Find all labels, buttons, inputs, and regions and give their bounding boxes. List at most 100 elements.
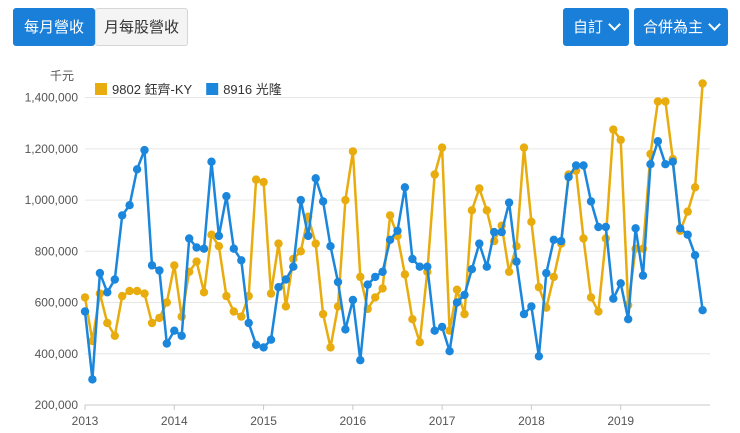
consolidated-dropdown-label: 合併為主 [642, 19, 703, 36]
data-point [311, 239, 320, 248]
series-2 [80, 137, 707, 384]
legend[interactable]: 9802 鈺齊-KY 8916 光隆 [95, 82, 282, 97]
data-point [266, 335, 276, 344]
data-point [378, 284, 387, 293]
data-point [110, 275, 120, 284]
data-point [445, 347, 454, 356]
data-point [676, 224, 685, 233]
legend-entry: 8916 光隆 [223, 82, 282, 97]
x-tick-label: 2013 [72, 414, 99, 428]
data-point [125, 286, 134, 296]
data-point [653, 137, 663, 146]
data-point [199, 244, 209, 253]
data-point [222, 291, 231, 301]
data-point [296, 195, 305, 205]
data-point [408, 254, 417, 264]
y-tick-label: 1,000,000 [25, 193, 79, 207]
data-point [609, 294, 618, 303]
data-point [356, 272, 365, 282]
y-tick-label: 600,000 [35, 296, 79, 310]
data-point [311, 174, 320, 183]
data-point [385, 211, 395, 220]
x-tick-label: 2014 [161, 414, 188, 428]
data-point [177, 331, 186, 340]
data-point [80, 293, 90, 302]
data-point [259, 177, 268, 187]
data-point [475, 184, 484, 193]
legend-entry: 9802 鈺齊-KY [112, 82, 193, 97]
data-point [616, 279, 625, 288]
data-point [155, 266, 164, 275]
data-point [333, 302, 343, 311]
data-point [661, 97, 670, 106]
legend-swatch [95, 83, 107, 95]
data-point [504, 267, 514, 276]
data-point [95, 268, 105, 278]
data-point [415, 338, 424, 347]
data-point [155, 313, 164, 323]
data-point [698, 306, 707, 315]
data-point [534, 283, 544, 292]
data-point [490, 227, 499, 237]
data-point [683, 207, 692, 216]
x-tick-label: 2018 [518, 414, 545, 428]
data-point [452, 285, 462, 294]
y-tick-label: 800,000 [35, 244, 79, 258]
data-point [103, 318, 112, 328]
data-point [519, 309, 529, 319]
data-point [318, 197, 328, 206]
x-axis-ticks: 2013 2014 2015 2016 2017 2018 2019 [72, 405, 634, 428]
data-point [668, 157, 677, 166]
data-point [348, 147, 358, 156]
consolidated-dropdown-button[interactable]: 合併為主 [634, 8, 728, 46]
data-point [519, 143, 529, 152]
data-point [638, 271, 648, 280]
data-point [132, 165, 142, 174]
data-point [251, 175, 261, 184]
tab-per-share-revenue[interactable]: 月每股營收 [95, 8, 188, 46]
data-point [683, 230, 692, 239]
data-point [192, 257, 201, 266]
data-point [162, 298, 171, 307]
x-tick-label: 2019 [607, 414, 634, 428]
data-point [356, 356, 365, 365]
data-point [162, 339, 171, 348]
data-point [586, 197, 596, 206]
data-point [646, 160, 655, 169]
data-point [542, 268, 551, 278]
data-point [549, 235, 558, 244]
data-point [289, 262, 298, 271]
data-point [274, 239, 283, 248]
data-point [571, 161, 581, 170]
data-point [452, 298, 462, 307]
data-point [251, 340, 261, 349]
data-point [266, 289, 276, 298]
data-point [609, 125, 618, 134]
data-point [497, 227, 506, 237]
data-point [482, 206, 491, 215]
data-point [363, 280, 372, 289]
data-point [690, 251, 700, 260]
data-point [504, 198, 514, 207]
data-point [549, 272, 558, 282]
data-point [170, 261, 179, 270]
y-axis-label: 千元 [50, 69, 74, 83]
data-point [341, 195, 350, 205]
data-point [430, 170, 439, 179]
data-point [601, 222, 610, 232]
data-point [229, 244, 238, 253]
custom-dropdown-button[interactable]: 自訂 [563, 8, 629, 46]
data-point [118, 211, 127, 220]
series-line [83, 83, 704, 349]
data-point [259, 343, 268, 352]
data-point [527, 302, 536, 311]
data-point [430, 326, 439, 335]
data-point [460, 309, 469, 319]
data-point [512, 257, 521, 266]
y-tick-label: 200,000 [35, 398, 79, 412]
data-point [147, 318, 157, 328]
data-point [244, 318, 253, 328]
data-point [326, 343, 335, 352]
tab-monthly-revenue[interactable]: 每月營收 [13, 8, 95, 46]
data-point [624, 315, 633, 324]
